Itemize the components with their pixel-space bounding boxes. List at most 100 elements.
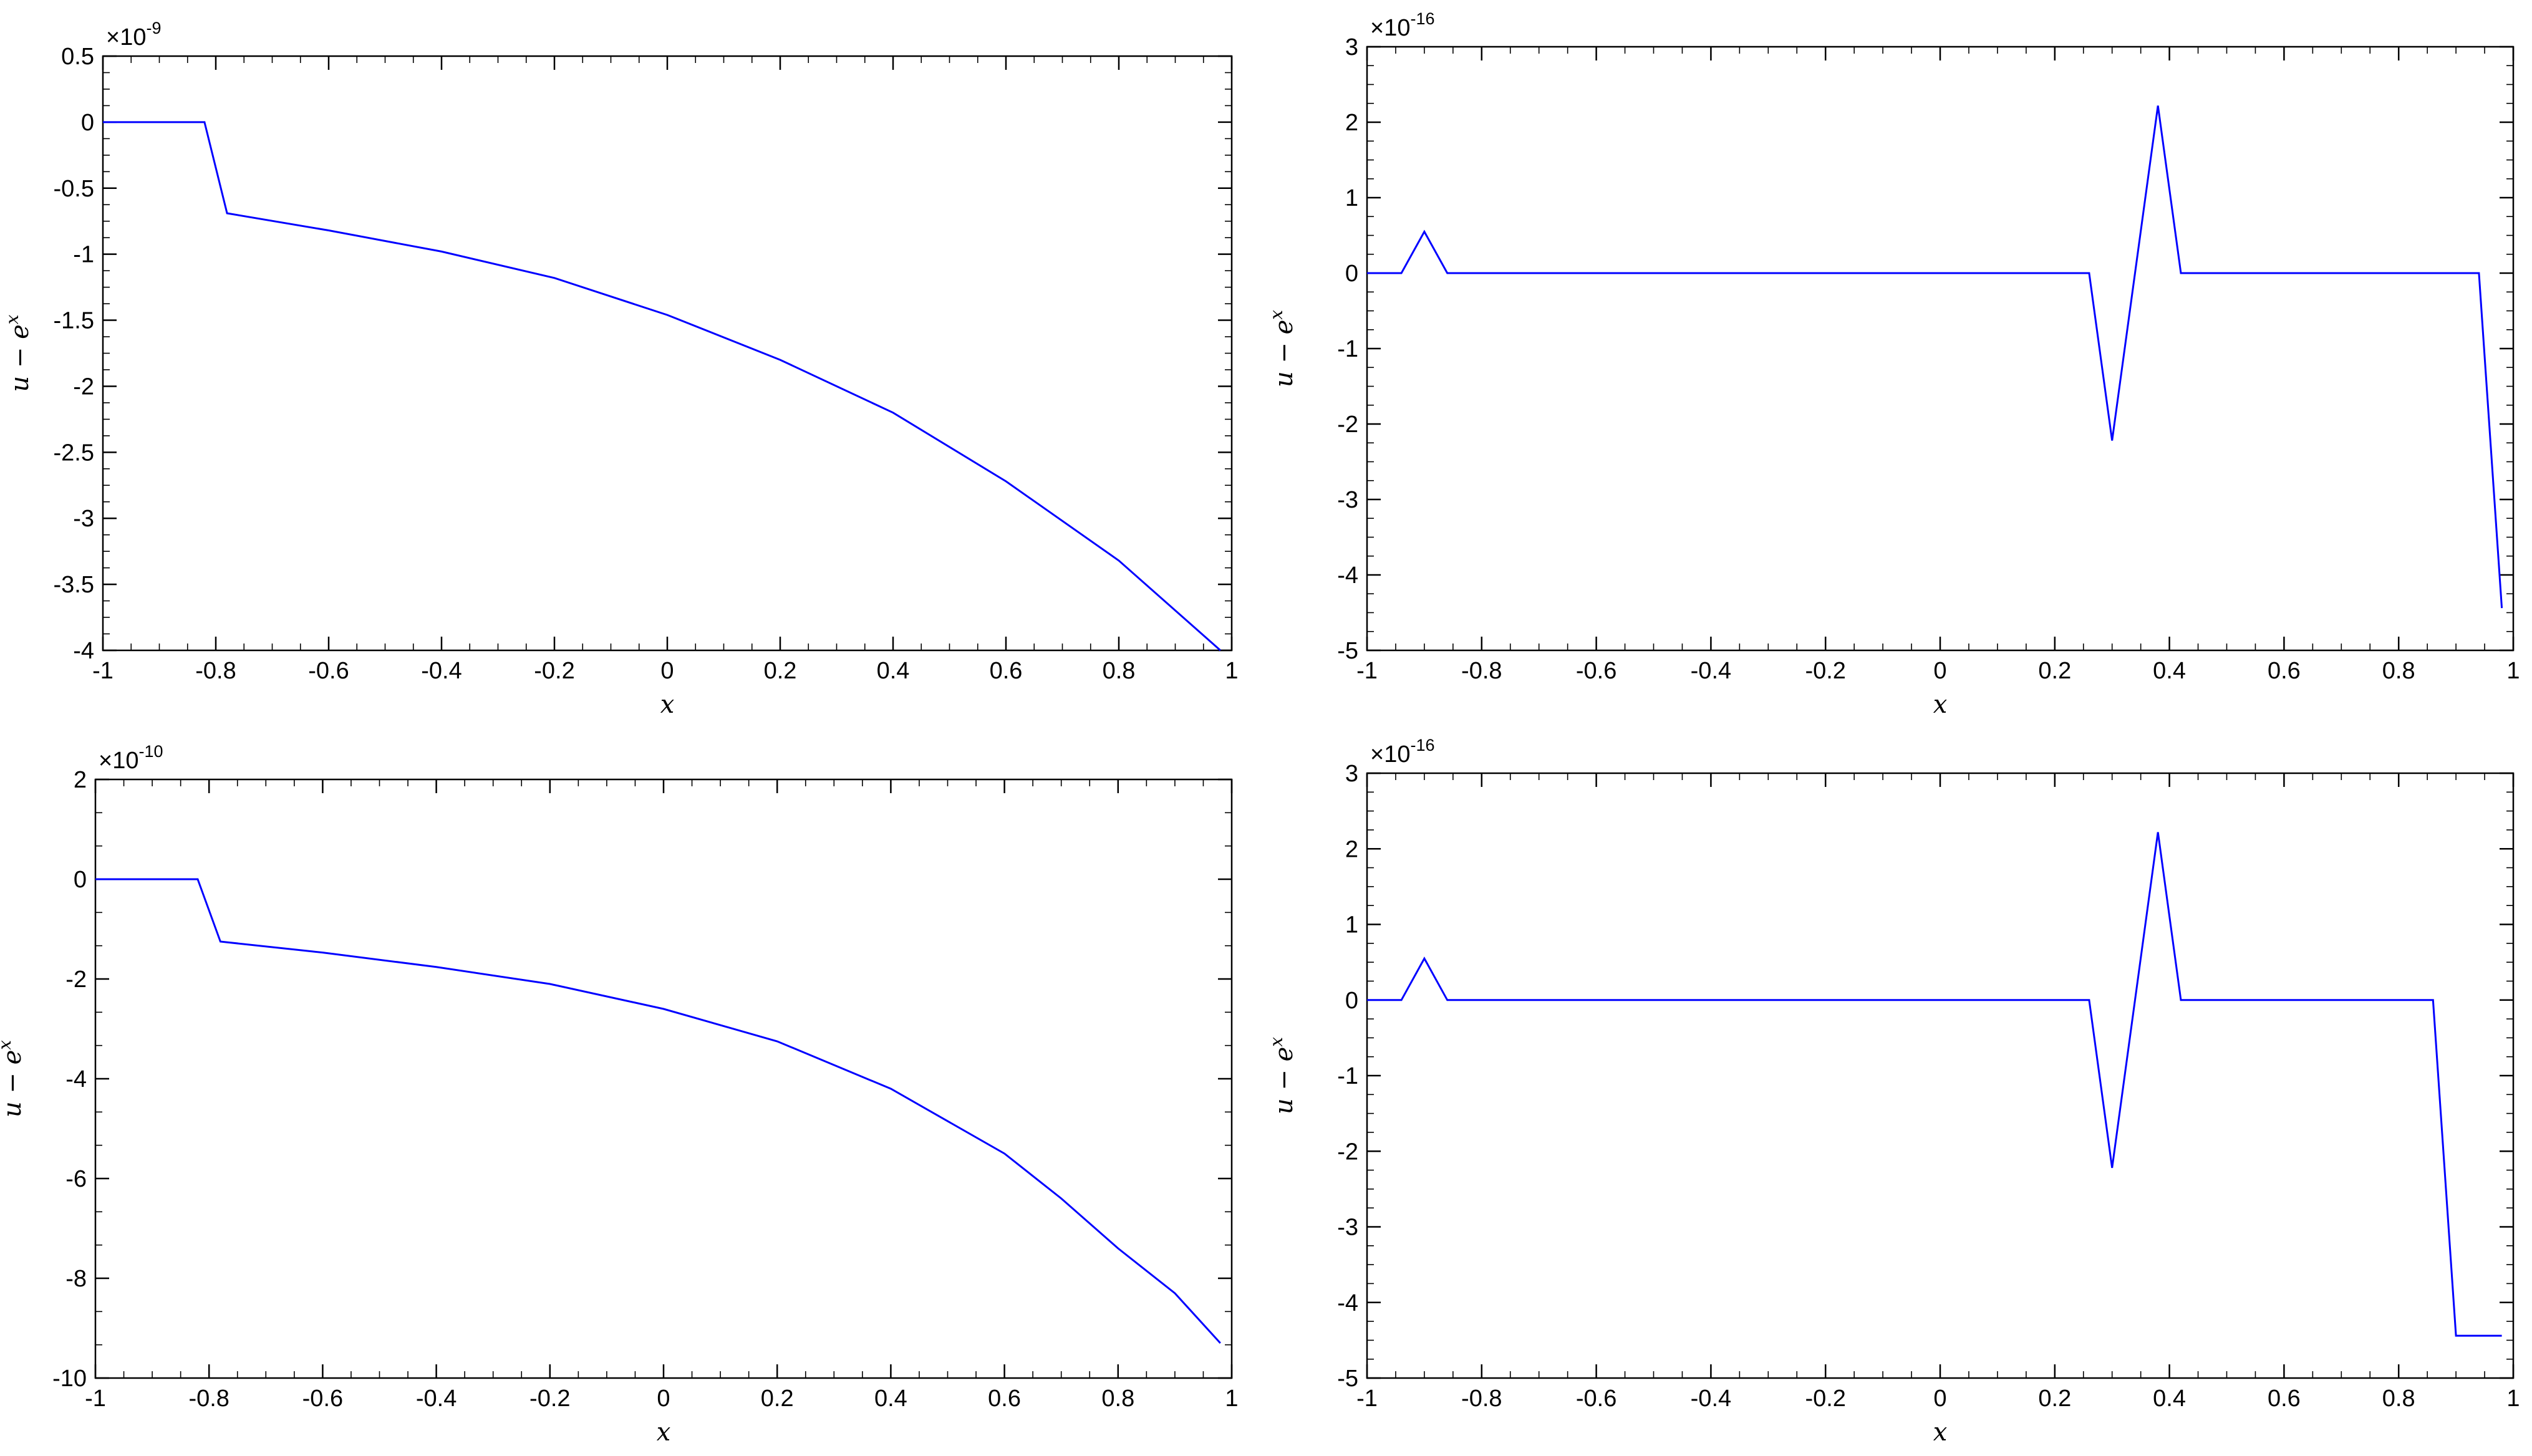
x-tick-label: 1	[1225, 1386, 1238, 1412]
x-tick-label: 0.6	[2268, 1386, 2301, 1412]
x-tick-label: 0.8	[1103, 658, 1136, 684]
x-tick-label: 0.2	[761, 1386, 794, 1412]
x-tick-label: 0	[657, 1386, 670, 1412]
series-line	[1367, 105, 2503, 609]
y-tick-label: -2	[1337, 1139, 1358, 1165]
x-axis-title: x	[657, 1418, 671, 1447]
x-tick-label: -0.6	[302, 1386, 343, 1412]
y-tick-label: 0.5	[61, 44, 94, 70]
y-multiplier: ×10-16	[1370, 736, 1435, 768]
y-tick-label: -4	[1337, 1290, 1358, 1316]
y-tick-label: 2	[1345, 836, 1358, 862]
chart-top-right: -1 -0.8 -0.6 -0.4 -0.2 0 0.2 0.4 0.6 0.8 1 3 2 1 0 -1 -2…	[1266, 9, 2520, 719]
x-tick-label: -0.8	[1461, 658, 1502, 684]
x-tick-label: -0.2	[1805, 658, 1845, 684]
y-tick-label: -4	[73, 638, 94, 664]
y-tick-label: -4	[65, 1066, 87, 1092]
x-tick-label: 0.4	[874, 1386, 907, 1412]
y-tick-label: -1	[1337, 336, 1358, 362]
x-tick-label: 0.4	[877, 658, 910, 684]
y-tick-label: -3.5	[54, 572, 94, 598]
y-tick-label: -1.5	[54, 308, 94, 334]
x-tick-label: -1	[1356, 658, 1378, 684]
y-tick-label: -2	[1337, 412, 1358, 438]
chart-bottom-right: -1 -0.8 -0.6 -0.4 -0.2 0 0.2 0.4 0.6 0.8 1 3 2 1 0 -1 -2…	[1266, 736, 2520, 1447]
x-tick-label: -0.4	[421, 658, 461, 684]
y-multiplier: ×10-9	[106, 19, 161, 51]
x-tick-label: 0.2	[764, 658, 797, 684]
series-line	[95, 878, 1221, 1344]
x-tick-label: -0.2	[534, 658, 574, 684]
x-tick-label: -0.6	[1576, 1386, 1616, 1412]
x-tick-label: -1	[1356, 1386, 1378, 1412]
plot-frame	[1366, 772, 2515, 1379]
y-tick-label: -1	[73, 242, 94, 268]
y-tick-label: 2	[74, 767, 87, 793]
y-axis-title: u − ex	[1266, 1037, 1298, 1114]
y-tick-label: 0	[1345, 988, 1358, 1014]
x-tick-label: -0.6	[1576, 658, 1616, 684]
y-axis-title: u − ex	[2, 314, 34, 392]
x-axis-title: x	[1933, 1418, 1948, 1447]
x-tick-label: 0.6	[2268, 658, 2301, 684]
x-tick-label: 0	[1933, 658, 1946, 684]
x-tick-label: -0.6	[308, 658, 349, 684]
x-tick-label: -0.8	[195, 658, 236, 684]
x-tick-label: -0.4	[1691, 1386, 1731, 1412]
x-tick-label: 0	[660, 658, 674, 684]
series-line	[103, 121, 1221, 652]
y-tick-label: -2	[73, 374, 94, 400]
y-tick-label: -2.5	[54, 440, 94, 466]
y-tick-label: -0.5	[54, 176, 94, 202]
x-tick-label: -0.2	[1805, 1386, 1845, 1412]
y-tick-label: -3	[1337, 1215, 1358, 1241]
plot-frame	[94, 778, 1233, 1379]
x-tick-label: -1	[92, 658, 114, 684]
x-tick-label: 0.4	[2153, 1386, 2186, 1412]
x-tick-label: 0.8	[2382, 658, 2415, 684]
x-tick-label: -0.2	[529, 1386, 570, 1412]
x-tick-label: -0.8	[1461, 1386, 1502, 1412]
x-tick-label: 0.4	[2153, 658, 2186, 684]
x-axis-title: x	[660, 690, 675, 719]
y-tick-label: -4	[1337, 562, 1358, 589]
y-tick-label: -5	[1337, 1366, 1358, 1392]
y-multiplier: ×10-16	[1370, 9, 1435, 41]
series-line	[1367, 832, 2502, 1337]
y-tick-label: -8	[65, 1266, 87, 1292]
y-axis-title: u − ex	[1266, 310, 1298, 387]
x-axis-title: x	[1933, 690, 1948, 719]
y-multiplier: ×10-10	[99, 742, 163, 774]
x-tick-label: 0.2	[2038, 658, 2071, 684]
x-tick-label: -0.4	[1691, 658, 1731, 684]
x-tick-label: 0.8	[1101, 1386, 1134, 1412]
y-tick-label: -1	[1337, 1063, 1358, 1089]
y-tick-label: 1	[1345, 912, 1358, 938]
x-tick-label: 0.8	[2382, 1386, 2415, 1412]
chart-top-left: -1 -0.8 -0.6 -0.4 -0.2 0 0.2 0.4 0.6 0.8 1 0.5 0 -0.5…	[2, 19, 1239, 719]
x-tick-label: 0.2	[2038, 1386, 2071, 1412]
x-tick-label: 1	[1225, 658, 1238, 684]
x-tick-label: 1	[2506, 658, 2520, 684]
y-tick-label: -5	[1337, 638, 1358, 664]
y-tick-label: -2	[65, 967, 87, 993]
x-tick-label: -0.8	[188, 1386, 229, 1412]
y-tick-label: 0	[81, 110, 94, 136]
y-tick-label: -10	[52, 1366, 87, 1392]
chart-bottom-left: -1 -0.8 -0.6 -0.4 -0.2 0 0.2 0.4 0.6 0.8 1 2 0 -2 -4 -6…	[0, 742, 1239, 1447]
y-tick-label: -3	[73, 506, 94, 532]
plot-frame	[1366, 46, 2515, 652]
y-tick-label: 0	[1345, 261, 1358, 287]
x-tick-label: -1	[85, 1386, 106, 1412]
y-tick-label: 3	[1345, 761, 1358, 787]
x-tick-label: 0.6	[990, 658, 1023, 684]
x-tick-label: -0.4	[416, 1386, 457, 1412]
y-axis-title: u − ex	[0, 1040, 27, 1117]
x-tick-label: 0	[1933, 1386, 1946, 1412]
y-tick-label: 1	[1345, 185, 1358, 211]
plot-frame	[102, 55, 1233, 652]
y-tick-label: 3	[1345, 34, 1358, 60]
x-tick-label: 1	[2506, 1386, 2520, 1412]
y-tick-label: -6	[65, 1166, 87, 1192]
